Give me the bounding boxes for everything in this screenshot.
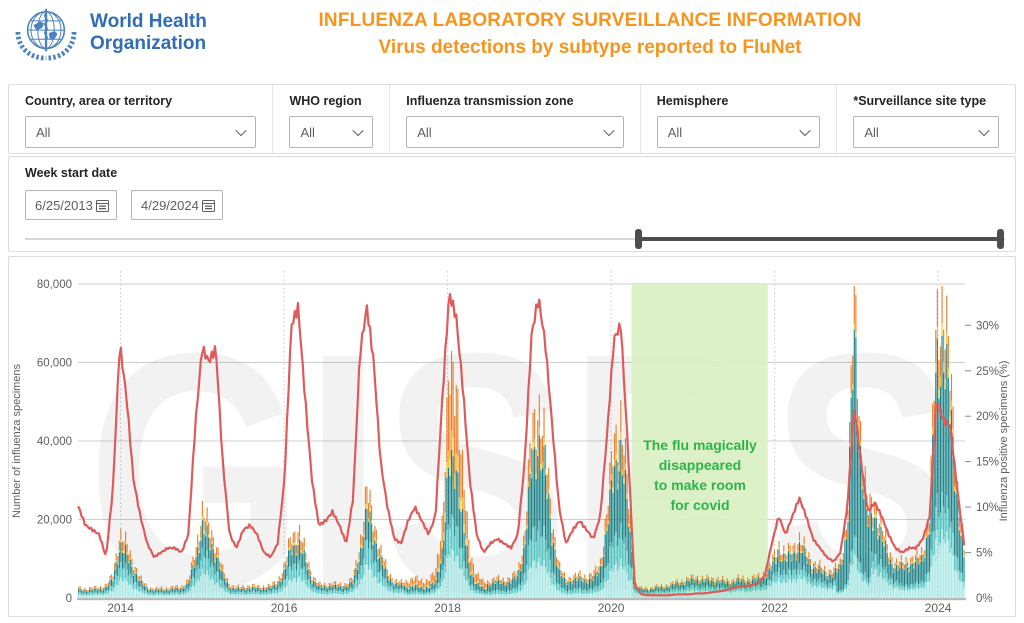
svg-text:5%: 5% xyxy=(976,548,993,560)
who-wordmark-line2: Organization xyxy=(90,33,207,54)
svg-text:2016: 2016 xyxy=(271,601,298,615)
specimen-bars xyxy=(78,285,965,598)
specimens-positivity-chart[interactable]: GISRS 0 20,000 40,000 60,000 80,000 0% 5% 10% 15%… xyxy=(9,257,1015,623)
svg-text:for covid: for covid xyxy=(670,497,729,513)
filter-site-type-dropdown[interactable]: All xyxy=(853,116,999,148)
chevron-down-icon xyxy=(603,124,615,137)
filter-who-region-dropdown[interactable]: All xyxy=(289,116,374,148)
svg-text:2022: 2022 xyxy=(761,601,788,615)
chevron-down-icon xyxy=(978,124,990,137)
filter-country: Country, area or territory All xyxy=(9,85,274,153)
gridlines xyxy=(78,271,965,598)
filter-transmission-zone-dropdown[interactable]: All xyxy=(406,116,624,148)
slider-track[interactable] xyxy=(25,238,1005,240)
svg-text:2018: 2018 xyxy=(434,601,461,615)
week-start-date-label: Week start date xyxy=(25,166,118,180)
combo-chart-svg: GISRS020,00040,00060,00080,0000%5%10%15%… xyxy=(11,271,1010,623)
svg-text:to make room: to make room xyxy=(654,477,746,493)
slider-handle-left[interactable] xyxy=(635,229,643,249)
svg-text:0: 0 xyxy=(66,593,72,605)
who-wordmark-line1: World Health xyxy=(90,11,207,32)
svg-text:The flu magically: The flu magically xyxy=(643,437,757,453)
slider-handle-right[interactable] xyxy=(997,229,1005,249)
svg-text:20,000: 20,000 xyxy=(37,515,72,527)
who-wordmark: World Health Organization xyxy=(90,11,207,55)
svg-text:30%: 30% xyxy=(976,320,999,332)
end-date-value: 4/29/2024 xyxy=(141,197,199,213)
filter-transmission-zone-label: Influenza transmission zone xyxy=(406,94,574,108)
x-axis-line xyxy=(77,598,966,601)
axis-labels: 0 20,000 40,000 60,000 80,000 0% 5% 10% 15% 20% 25… xyxy=(37,279,999,615)
filter-country-label: Country, area or territory xyxy=(25,94,173,108)
start-date-input[interactable]: 6/25/2013 xyxy=(25,190,117,220)
filter-site-type: *Surveillance site type All xyxy=(837,85,1015,153)
filter-transmission-zone-value: All xyxy=(417,124,432,140)
svg-text:80,000: 80,000 xyxy=(37,279,72,291)
page-title: INFLUENZA LABORATORY SURVEILLANCE INFORM… xyxy=(318,10,862,31)
filter-hemisphere-label: Hemisphere xyxy=(656,94,729,108)
chevron-down-icon xyxy=(799,124,812,137)
filter-who-region-value: All xyxy=(300,124,315,140)
svg-text:2024: 2024 xyxy=(925,601,952,615)
filter-country-dropdown[interactable]: All xyxy=(25,116,257,148)
date-range-slider[interactable] xyxy=(25,229,1005,249)
filters-panel: Country, area or territory All WHO regio… xyxy=(8,84,1016,154)
filter-site-type-value: All xyxy=(864,124,879,140)
filter-hemisphere-dropdown[interactable]: All xyxy=(656,116,821,148)
chevron-down-icon xyxy=(352,124,364,137)
filter-transmission-zone: Influenza transmission zone All xyxy=(390,85,641,153)
date-filter-panel: Week start date 6/25/2013 4/29/2024 xyxy=(8,156,1016,252)
left-axis-title: Number of influenza specimens xyxy=(11,363,23,518)
filter-who-region-label: WHO region xyxy=(289,94,362,108)
slider-selected-range[interactable] xyxy=(638,237,1002,241)
filter-country-value: All xyxy=(36,124,51,140)
start-date-value: 6/25/2013 xyxy=(35,197,93,213)
svg-text:disappeared: disappeared xyxy=(659,457,741,473)
svg-text:20%: 20% xyxy=(976,411,999,423)
svg-text:10%: 10% xyxy=(976,502,999,514)
filter-hemisphere: Hemisphere All xyxy=(641,85,838,153)
report-titles: INFLUENZA LABORATORY SURVEILLANCE INFORM… xyxy=(170,10,1010,59)
covid-region xyxy=(631,283,768,598)
svg-text:60,000: 60,000 xyxy=(37,358,72,370)
calendar-icon[interactable] xyxy=(96,199,109,212)
right-axis-title: Influenza positive specimens (%) xyxy=(998,361,1010,522)
end-date-input[interactable]: 4/29/2024 xyxy=(131,190,223,220)
chevron-down-icon xyxy=(235,124,248,137)
filter-hemisphere-value: All xyxy=(667,124,683,140)
covid-annotation-text: The flu magically disappeared to make room… xyxy=(643,437,757,513)
svg-text:2014: 2014 xyxy=(107,601,134,615)
svg-text:0%: 0% xyxy=(976,593,993,605)
positivity-line xyxy=(77,292,966,597)
chart-panel: GISRS 0 20,000 40,000 60,000 80,000 0% 5% 10% 15%… xyxy=(8,256,1016,623)
who-logo: World Health Organization xyxy=(10,4,207,62)
filter-site-type-label: *Surveillance site type xyxy=(853,94,987,108)
who-emblem-icon xyxy=(15,8,77,61)
svg-text:40,000: 40,000 xyxy=(37,436,72,448)
svg-text:25%: 25% xyxy=(976,366,999,378)
svg-text:15%: 15% xyxy=(976,457,999,469)
calendar-icon[interactable] xyxy=(202,199,215,212)
svg-text:2020: 2020 xyxy=(598,601,625,615)
page-subtitle: Virus detections by subtype reported to … xyxy=(378,37,802,58)
filter-who-region: WHO region All xyxy=(273,85,391,153)
